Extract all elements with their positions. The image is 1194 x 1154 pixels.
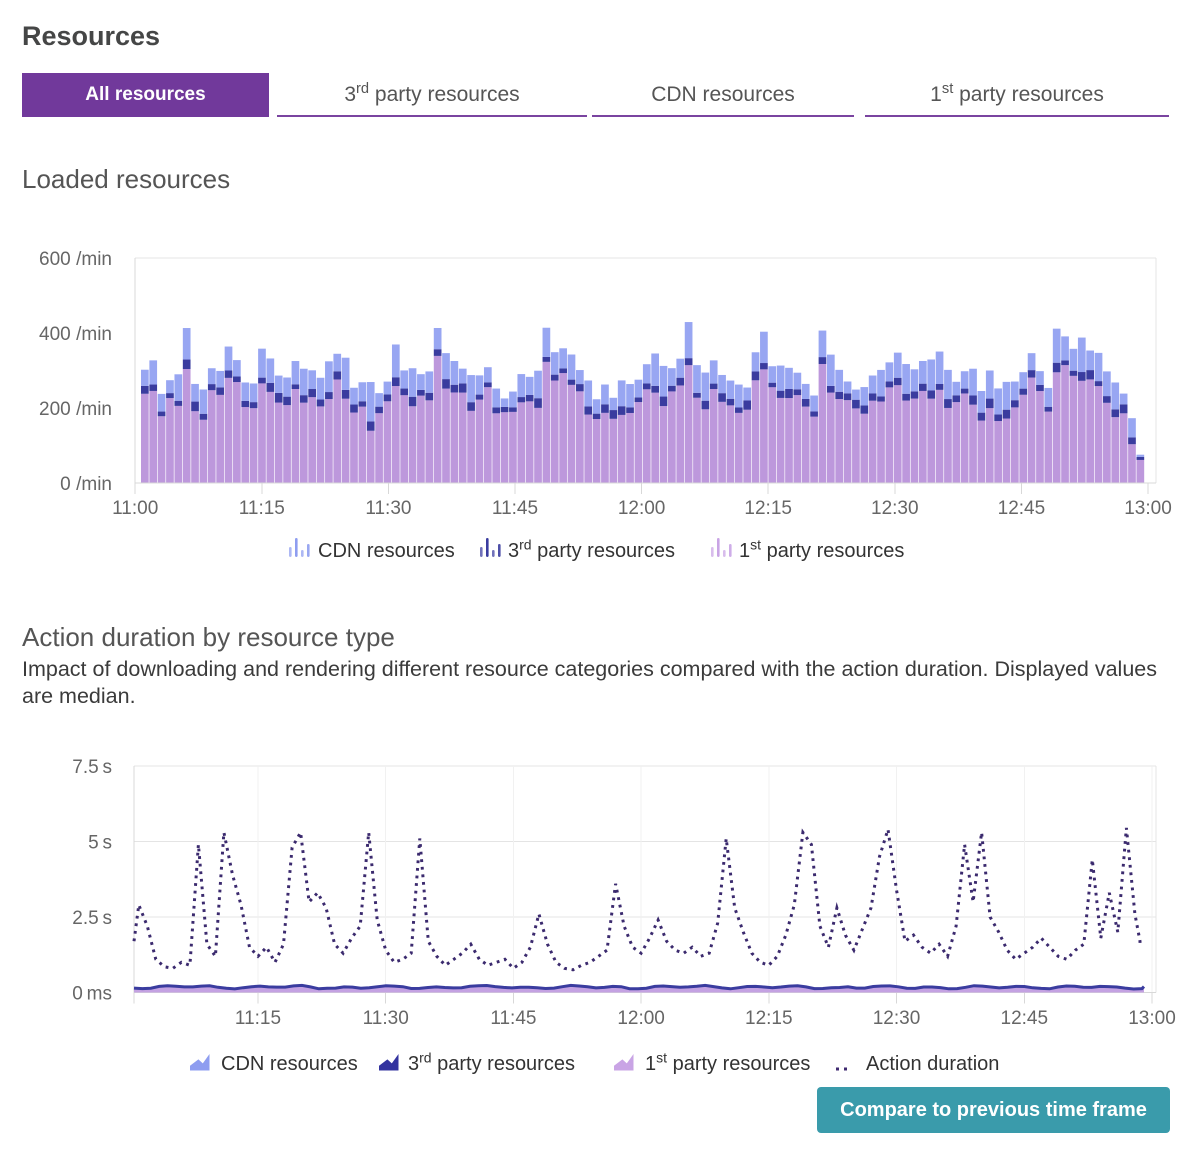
svg-text:2.5 s: 2.5 s: [72, 908, 112, 929]
svg-text:400 /min: 400 /min: [39, 324, 112, 345]
svg-text:12:15: 12:15: [745, 1008, 793, 1029]
svg-text:12:45: 12:45: [1001, 1008, 1049, 1029]
svg-text:200 /min: 200 /min: [39, 399, 112, 420]
svg-text:0 /min: 0 /min: [60, 474, 112, 495]
svg-text:11:30: 11:30: [365, 498, 411, 519]
svg-text:12:00: 12:00: [617, 1008, 665, 1029]
svg-text:12:30: 12:30: [871, 498, 919, 519]
svg-text:11:45: 11:45: [490, 1008, 536, 1029]
svg-text:11:00: 11:00: [112, 498, 158, 519]
svg-text:600 /min: 600 /min: [39, 249, 112, 270]
svg-text:12:45: 12:45: [998, 498, 1046, 519]
svg-text:11:15: 11:15: [239, 498, 285, 519]
svg-text:13:00: 13:00: [1124, 498, 1172, 519]
svg-text:12:30: 12:30: [873, 1008, 921, 1029]
svg-text:0 ms: 0 ms: [72, 984, 112, 1005]
svg-text:12:00: 12:00: [618, 498, 666, 519]
svg-text:13:00: 13:00: [1128, 1008, 1176, 1029]
svg-text:11:45: 11:45: [492, 498, 538, 519]
svg-text:7.5 s: 7.5 s: [72, 757, 112, 778]
svg-text:11:30: 11:30: [363, 1008, 409, 1029]
svg-text:12:15: 12:15: [744, 498, 792, 519]
svg-text:11:15: 11:15: [235, 1008, 281, 1029]
svg-text:5 s: 5 s: [88, 833, 112, 854]
